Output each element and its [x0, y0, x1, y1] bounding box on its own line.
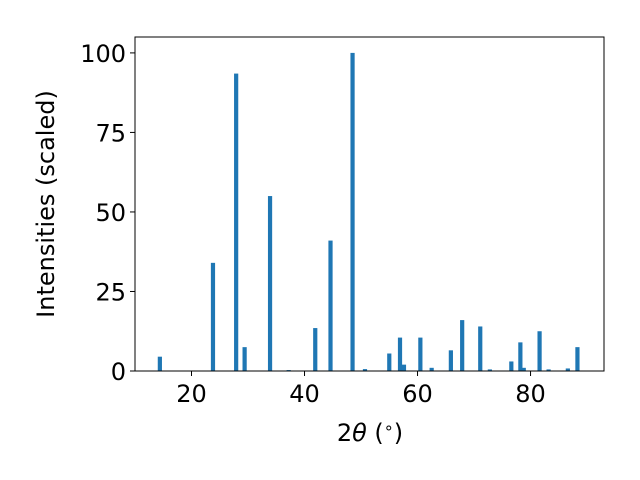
plot-area-frame	[134, 36, 605, 372]
x-axis-ticks: 20 40 60 80	[176, 371, 546, 408]
x-axis-label: 2θ (∘)	[337, 418, 403, 447]
bar-14	[429, 367, 434, 371]
y-tick-label: 75	[95, 119, 126, 147]
x-tick-label: 20	[176, 380, 207, 408]
bar-17	[478, 326, 483, 371]
x-axis-label-symbol: θ	[352, 419, 367, 447]
bar-9	[362, 369, 368, 371]
bar-2	[234, 73, 239, 371]
x-axis-label-prefix: 2	[337, 419, 352, 447]
bar-20	[518, 342, 523, 371]
y-tick-label: 25	[95, 278, 126, 306]
bar-19	[509, 361, 514, 371]
bar-25	[575, 347, 580, 371]
bars-group	[157, 52, 580, 372]
bar-15	[448, 350, 453, 371]
bar-11	[397, 337, 403, 371]
y-tick-label: 100	[80, 40, 126, 68]
bar-18	[487, 369, 492, 371]
bar-3	[242, 347, 247, 371]
x-axis-label-close: )	[394, 419, 403, 447]
bar-21	[521, 367, 526, 371]
x-tick-label: 80	[515, 380, 546, 408]
bar-22	[537, 331, 542, 371]
bar-0	[157, 356, 162, 371]
y-tick-label: 0	[111, 358, 126, 386]
y-tick-label: 50	[95, 199, 126, 227]
bar-23	[546, 369, 551, 371]
bar-7	[328, 240, 333, 371]
bar-6	[313, 328, 318, 371]
x-axis-label-unit: ∘	[384, 418, 394, 437]
x-tick-label: 40	[289, 380, 320, 408]
bar-16	[460, 320, 465, 371]
bar-1	[210, 262, 216, 371]
bar-13	[418, 337, 423, 371]
x-axis-label-suffix: (	[367, 419, 384, 447]
x-tick-label: 60	[402, 380, 433, 408]
bar-4	[267, 196, 273, 371]
y-axis-ticks: 0 25 50 75 100	[80, 40, 135, 386]
bar-8	[350, 52, 355, 372]
bar-24	[565, 368, 570, 371]
bar-10	[387, 353, 392, 371]
bar-12	[401, 364, 407, 371]
y-axis-label: Intensities (scaled)	[32, 90, 60, 318]
